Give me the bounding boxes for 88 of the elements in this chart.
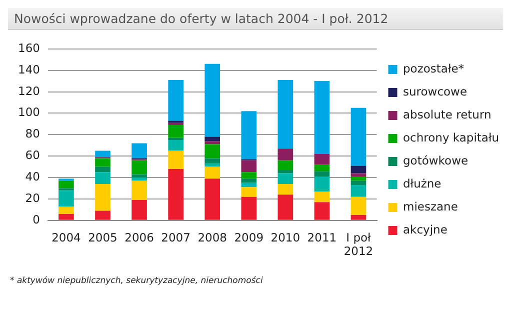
bar: [350, 166, 366, 174]
bar: [241, 160, 257, 172]
bar: [314, 164, 330, 172]
y-tick-label: 0: [32, 212, 40, 226]
bar: [204, 141, 220, 144]
y-tick-label: 120: [18, 84, 40, 98]
bar: [204, 136, 220, 142]
y-tick-label: 80: [25, 126, 40, 141]
bar: [95, 158, 110, 167]
bar: [204, 164, 220, 167]
bar: [168, 140, 184, 151]
bar: [350, 173, 366, 176]
x-tick-label: 2011: [307, 230, 337, 244]
bar: [314, 176, 330, 192]
x-tick-label: 2008: [198, 230, 227, 244]
x-tick-label: I poł 2012: [344, 230, 374, 258]
legend-label: surowcowe: [403, 84, 468, 98]
bar: [168, 122, 184, 126]
x-tick-label: 2006: [124, 230, 154, 244]
legend-label: mieszane: [403, 199, 458, 214]
bar: [132, 160, 147, 174]
bar: [314, 202, 330, 220]
legend-label: akcyjne: [403, 222, 448, 236]
y-tick-label: 20: [25, 190, 40, 205]
bar: [58, 180, 74, 188]
bar: [241, 182, 257, 188]
bar: [204, 144, 220, 158]
bar: [132, 178, 147, 181]
bar: [132, 180, 147, 200]
bar: [132, 143, 147, 158]
bar: [278, 170, 294, 174]
bar: [241, 196, 257, 220]
bar: [168, 138, 184, 140]
bar: [278, 80, 294, 149]
bar: [204, 178, 220, 220]
bar: [95, 172, 110, 184]
bar: [241, 178, 257, 183]
text: * aktywów niepublicznych, sekurytyzacyjne, nieruchomości: [10, 276, 264, 286]
x-tick-label: 2010: [270, 230, 300, 244]
bar: [168, 80, 184, 121]
x-tick-label: 2009: [234, 230, 264, 244]
bar: [278, 184, 294, 195]
bar: [350, 196, 366, 216]
bar: [95, 210, 110, 220]
x-tick-label: 2005: [88, 230, 118, 244]
bar: [278, 194, 294, 220]
legend-label: ochrony kapitału: [403, 130, 500, 144]
bar: [95, 166, 110, 172]
bar: [241, 187, 257, 197]
legend-label: gotówkowe: [403, 153, 468, 168]
bar: [168, 125, 184, 138]
bar: [278, 148, 294, 160]
bar: [314, 81, 330, 154]
x-tick-label: 2004: [52, 230, 81, 244]
bar: [241, 111, 257, 160]
bar: [241, 172, 257, 179]
bar: [58, 214, 74, 220]
bar: [278, 173, 294, 184]
bar: [204, 64, 220, 137]
bar: [95, 184, 110, 211]
legend-label: dłużne: [403, 176, 442, 190]
bar: [350, 176, 366, 181]
bar: [350, 185, 366, 197]
x-tick-label: 2007: [161, 230, 190, 244]
bar: [350, 180, 366, 186]
bar: [168, 150, 184, 169]
bar: [168, 168, 184, 220]
y-tick-label: 140: [18, 62, 40, 76]
bar: [132, 200, 147, 220]
chart-title: Nowości wprowadzane do oferty w latach 2004 - I poł. 2012: [8, 8, 503, 30]
y-tick-label: 160: [18, 40, 40, 55]
bar: [58, 206, 74, 214]
bar: [204, 158, 220, 164]
legend-label: pozostałe*: [403, 61, 464, 76]
bar: [314, 191, 330, 202]
bar: [350, 108, 366, 166]
bar: [204, 166, 220, 179]
bar: [314, 154, 330, 165]
y-tick-label: 60: [25, 148, 40, 162]
bar: [132, 174, 147, 178]
y-tick-label: 100: [18, 105, 40, 120]
bar: [314, 171, 330, 176]
bar: [95, 150, 110, 158]
legend-label: absolute return: [403, 107, 492, 122]
bar: [58, 190, 74, 206]
y-tick-label: 40: [25, 170, 40, 184]
bar: [278, 160, 294, 170]
bar: [350, 215, 366, 220]
